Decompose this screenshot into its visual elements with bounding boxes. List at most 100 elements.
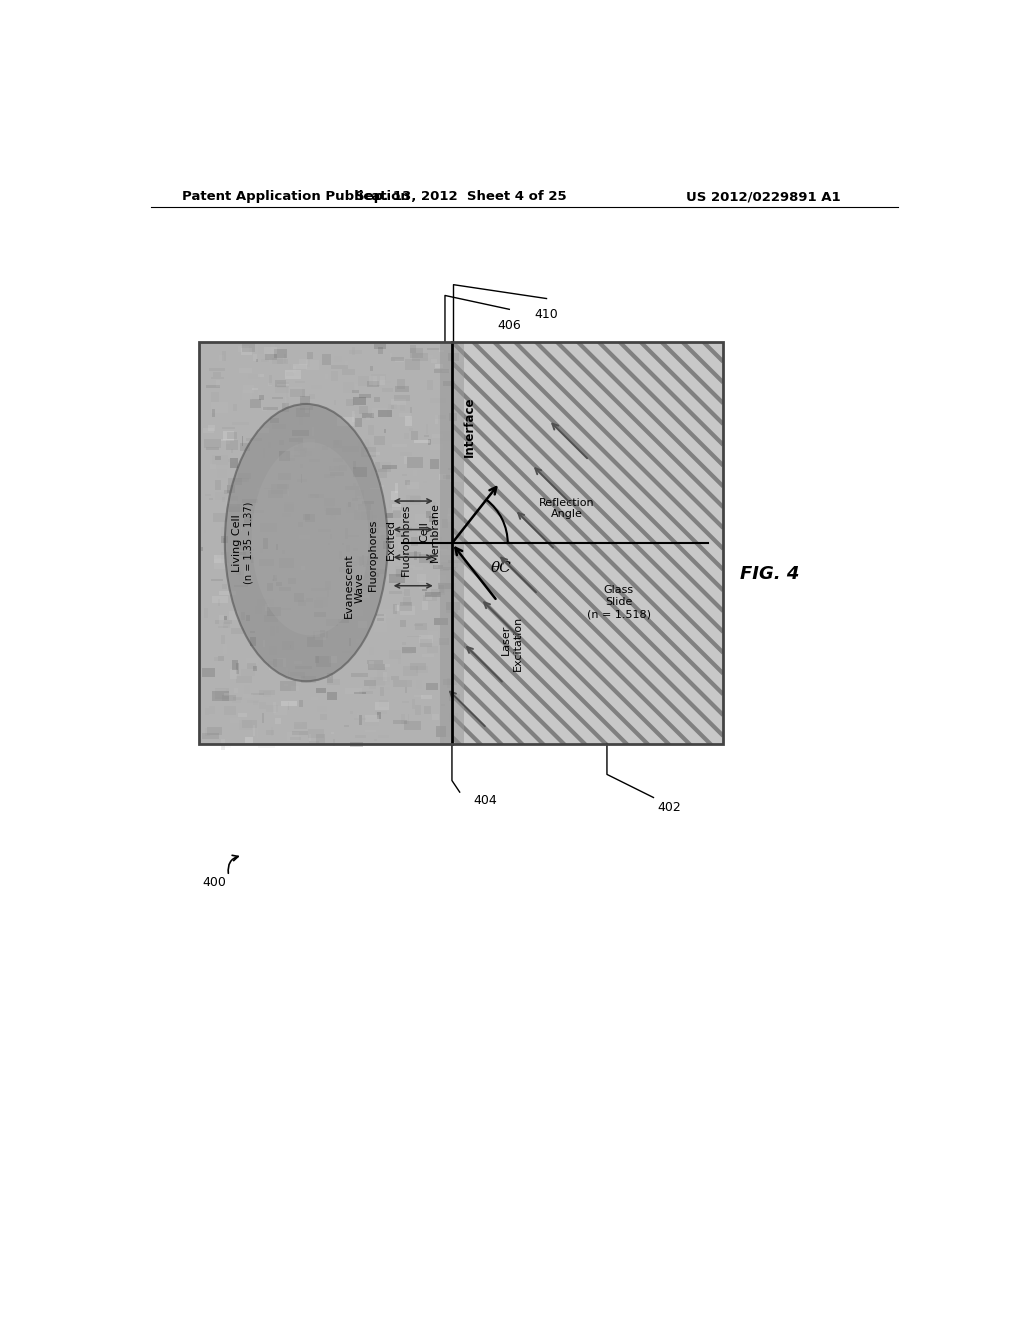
Bar — [314, 612, 327, 618]
Bar — [271, 396, 283, 399]
Bar — [240, 719, 253, 730]
Bar — [379, 528, 395, 536]
Bar — [358, 620, 367, 628]
Bar — [331, 463, 334, 469]
Bar — [253, 549, 254, 550]
Bar — [452, 342, 723, 743]
Bar — [408, 553, 421, 556]
Bar — [263, 449, 265, 458]
Bar — [278, 657, 286, 667]
Bar — [221, 536, 227, 544]
Bar — [244, 516, 252, 524]
Bar — [313, 599, 324, 609]
Bar — [445, 583, 456, 591]
Bar — [439, 638, 450, 644]
Bar — [369, 647, 374, 655]
Bar — [223, 644, 226, 653]
Text: Evanescent: Evanescent — [344, 553, 354, 618]
Bar — [413, 568, 423, 570]
Bar — [225, 440, 239, 450]
Bar — [285, 354, 287, 363]
Bar — [404, 433, 410, 440]
Bar — [247, 700, 258, 702]
Bar — [298, 599, 306, 606]
Bar — [441, 562, 458, 568]
Bar — [257, 727, 258, 738]
Bar — [440, 569, 450, 572]
Bar — [394, 396, 411, 401]
Bar — [296, 408, 309, 417]
Bar — [281, 681, 296, 692]
Bar — [407, 680, 413, 686]
Bar — [450, 413, 457, 421]
Bar — [353, 692, 367, 694]
Bar — [373, 517, 378, 527]
Bar — [254, 474, 257, 483]
Bar — [438, 474, 445, 479]
Bar — [294, 446, 306, 453]
Bar — [413, 700, 415, 709]
Bar — [356, 495, 361, 498]
Bar — [433, 560, 438, 568]
Bar — [447, 354, 459, 362]
Bar — [285, 500, 294, 504]
Bar — [275, 569, 288, 578]
Bar — [267, 351, 269, 362]
Bar — [279, 586, 291, 590]
Bar — [352, 483, 356, 486]
Bar — [242, 437, 244, 446]
Bar — [224, 490, 229, 494]
Bar — [316, 734, 326, 744]
Bar — [300, 401, 307, 404]
Bar — [291, 672, 305, 677]
Bar — [434, 368, 449, 374]
Bar — [219, 355, 224, 362]
Bar — [355, 556, 371, 565]
Bar — [440, 432, 456, 441]
Bar — [367, 660, 383, 664]
Bar — [377, 713, 381, 719]
Bar — [430, 515, 436, 521]
Bar — [334, 356, 342, 362]
Bar — [385, 688, 390, 690]
Bar — [346, 503, 355, 513]
Bar — [389, 574, 404, 583]
Bar — [439, 342, 464, 743]
Bar — [443, 568, 456, 570]
Bar — [216, 380, 220, 387]
Bar — [280, 558, 294, 569]
Bar — [436, 726, 446, 737]
Bar — [279, 451, 290, 461]
Bar — [258, 374, 264, 378]
Bar — [223, 537, 225, 543]
Bar — [324, 474, 335, 478]
Bar — [244, 550, 250, 560]
Bar — [215, 689, 226, 697]
Bar — [402, 647, 417, 653]
Bar — [331, 733, 335, 734]
Bar — [259, 558, 274, 566]
Bar — [406, 495, 420, 506]
Text: (n = 1.35 – 1.37): (n = 1.35 – 1.37) — [244, 502, 254, 583]
Bar — [270, 418, 279, 422]
Bar — [222, 351, 226, 360]
Bar — [223, 622, 230, 627]
Bar — [231, 698, 241, 704]
Bar — [317, 529, 331, 532]
Bar — [378, 469, 387, 478]
Text: FIG. 4: FIG. 4 — [740, 565, 800, 583]
Bar — [374, 437, 385, 445]
Bar — [443, 380, 455, 387]
Bar — [202, 668, 215, 677]
Bar — [391, 676, 399, 680]
Bar — [410, 411, 412, 420]
Bar — [422, 655, 434, 656]
Bar — [276, 384, 289, 385]
Bar — [244, 570, 250, 579]
Bar — [287, 671, 290, 680]
Bar — [226, 500, 237, 506]
Bar — [427, 645, 438, 653]
Bar — [251, 693, 263, 694]
Bar — [266, 705, 278, 711]
Bar — [205, 495, 211, 496]
